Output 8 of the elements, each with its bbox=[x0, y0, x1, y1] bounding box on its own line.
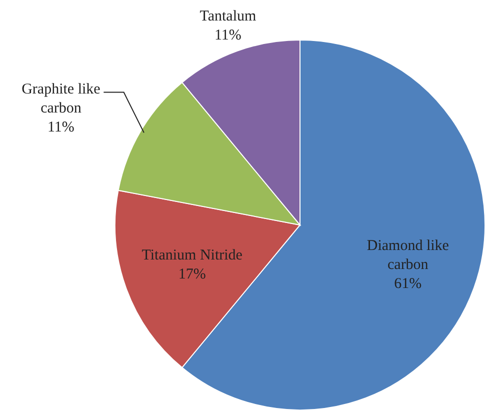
data-label: 61% bbox=[394, 276, 422, 292]
data-label: 17% bbox=[178, 266, 206, 283]
data-label: 11% bbox=[214, 28, 242, 44]
slice-label: Diamond like carbon bbox=[366, 238, 450, 274]
data-label: 11% bbox=[47, 120, 74, 136]
slice-label: Tantalum bbox=[200, 8, 256, 25]
slice-label: Titanium Nitride bbox=[142, 248, 243, 264]
slice-label: Graphite like carbon bbox=[22, 82, 101, 117]
